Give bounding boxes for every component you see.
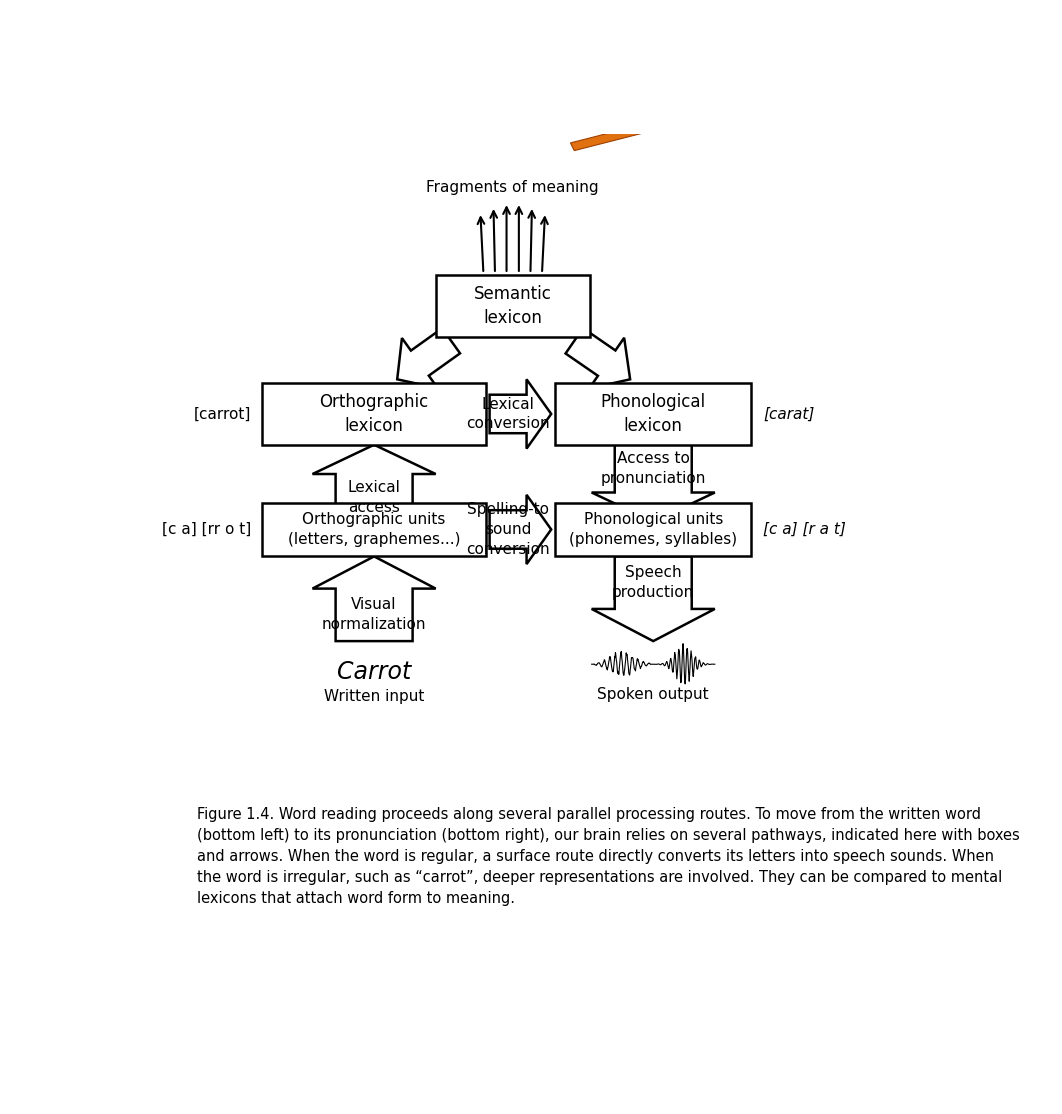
Text: Lexical
access: Lexical access xyxy=(347,480,400,516)
Text: Figure 1.4. Word reading proceeds along several parallel processing routes. To m: Figure 1.4. Word reading proceeds along … xyxy=(198,807,1020,906)
Polygon shape xyxy=(639,97,661,127)
Polygon shape xyxy=(592,444,715,521)
Text: Carrot: Carrot xyxy=(337,659,411,684)
Polygon shape xyxy=(312,556,435,642)
Polygon shape xyxy=(490,379,551,449)
Text: Access to
pronunciation: Access to pronunciation xyxy=(600,451,706,486)
Text: Semantic
lexicon: Semantic lexicon xyxy=(474,285,551,328)
Text: [c a] [rr o t]: [c a] [rr o t] xyxy=(161,522,251,537)
Text: Speech
production: Speech production xyxy=(612,565,695,600)
Text: Orthographic units
(letters, graphemes...): Orthographic units (letters, graphemes..… xyxy=(288,512,460,547)
Text: Written input: Written input xyxy=(324,690,425,704)
Polygon shape xyxy=(592,556,715,642)
Text: [c a] [r a t]: [c a] [r a t] xyxy=(763,522,845,537)
Text: [carrot]: [carrot] xyxy=(193,407,251,421)
Polygon shape xyxy=(570,125,644,150)
Polygon shape xyxy=(397,329,460,388)
Text: Lexical
conversion: Lexical conversion xyxy=(466,397,550,431)
Text: Fragments of meaning: Fragments of meaning xyxy=(426,179,599,195)
Polygon shape xyxy=(312,444,435,521)
FancyBboxPatch shape xyxy=(262,383,485,444)
Polygon shape xyxy=(490,495,551,564)
FancyBboxPatch shape xyxy=(555,383,752,444)
Text: Spoken output: Spoken output xyxy=(598,687,709,702)
FancyBboxPatch shape xyxy=(435,275,589,336)
Polygon shape xyxy=(566,329,630,389)
FancyBboxPatch shape xyxy=(555,502,752,556)
Text: Visual
normalization: Visual normalization xyxy=(322,597,426,633)
Text: [carat]: [carat] xyxy=(763,407,815,421)
Polygon shape xyxy=(636,95,655,125)
Polygon shape xyxy=(622,106,634,129)
Polygon shape xyxy=(644,100,665,127)
Polygon shape xyxy=(632,98,650,127)
Polygon shape xyxy=(627,102,644,127)
Text: Spelling-to
sound
conversion: Spelling-to sound conversion xyxy=(466,502,550,557)
FancyBboxPatch shape xyxy=(262,502,485,556)
Text: Phonological units
(phonemes, syllables): Phonological units (phonemes, syllables) xyxy=(569,512,737,547)
Text: Orthographic
lexicon: Orthographic lexicon xyxy=(320,393,429,434)
Text: Phonological
lexicon: Phonological lexicon xyxy=(601,393,706,434)
